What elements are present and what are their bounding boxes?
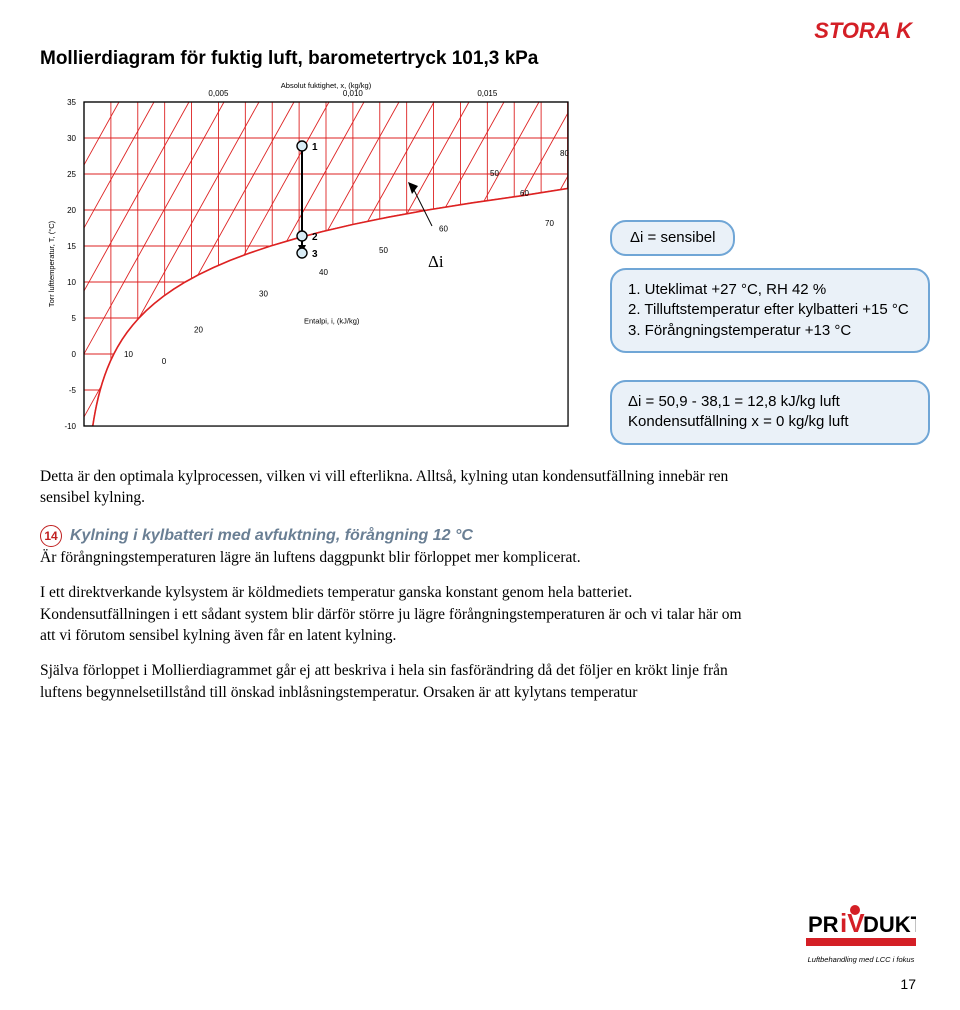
svg-text:10: 10 xyxy=(124,350,133,359)
svg-text:Torr lufttemperatur, T, (°C): Torr lufttemperatur, T, (°C) xyxy=(47,220,56,307)
paragraph: Är förångningstemperaturen lägre än luft… xyxy=(40,547,760,568)
svg-text:2: 2 xyxy=(312,232,318,243)
callout-list: 1. Uteklimat +27 °C, RH 42 % 2. Tillufts… xyxy=(610,268,930,353)
svg-text:-10: -10 xyxy=(64,422,76,431)
section-number-icon: 14 xyxy=(40,525,62,547)
callout-calc-line: Δi = 50,9 - 38,1 = 12,8 kJ/kg luft xyxy=(628,392,912,412)
callout-list-line: 3. Förångningstemperatur +13 °C xyxy=(628,321,912,341)
body-text: Detta är den optimala kylprocessen, vilk… xyxy=(40,466,760,703)
svg-text:1: 1 xyxy=(312,142,318,153)
svg-text:15: 15 xyxy=(67,242,76,251)
svg-text:60: 60 xyxy=(520,189,529,198)
svg-text:70: 70 xyxy=(545,219,554,228)
svg-text:0,005: 0,005 xyxy=(208,89,229,98)
svg-text:35: 35 xyxy=(67,98,76,107)
svg-text:3: 3 xyxy=(312,249,318,260)
section-heading: 14 Kylning i kylbatteri med avfuktning, … xyxy=(40,525,760,547)
logo-icon: PR iV DUKT xyxy=(806,898,916,948)
logo-subtitle: Luftbehandling med LCC i fokus xyxy=(806,955,916,964)
callout-list-line: 2. Tilluftstemperatur efter kylbatteri +… xyxy=(628,300,912,320)
svg-text:DUKT: DUKT xyxy=(863,912,916,937)
svg-text:-5: -5 xyxy=(69,386,77,395)
svg-text:40: 40 xyxy=(319,268,328,277)
page-number: 17 xyxy=(900,976,916,992)
svg-text:5: 5 xyxy=(72,314,77,323)
svg-text:60: 60 xyxy=(439,225,448,234)
logo: PR iV DUKT Luftbehandling med LCC i foku… xyxy=(806,898,916,964)
svg-text:Entalpi, i, (kJ/kg): Entalpi, i, (kJ/kg) xyxy=(304,317,360,326)
delta-i-label: Δi xyxy=(428,252,444,272)
svg-text:20: 20 xyxy=(194,325,203,334)
svg-text:25: 25 xyxy=(67,170,76,179)
callout-calc-line: Kondensutfällning x = 0 kg/kg luft xyxy=(628,412,912,432)
section-title-text: Kylning i kylbatteri med avfuktning, för… xyxy=(70,525,473,547)
callout-calc: Δi = 50,9 - 38,1 = 12,8 kJ/kg luft Konde… xyxy=(610,380,930,445)
svg-text:30: 30 xyxy=(259,289,268,298)
svg-text:0: 0 xyxy=(72,350,77,359)
callout-sensibel: Δi = sensibel xyxy=(610,220,735,256)
svg-text:0,015: 0,015 xyxy=(477,89,498,98)
svg-text:10: 10 xyxy=(67,278,76,287)
paragraph: Själva förloppet i Mollierdiagrammet går… xyxy=(40,660,760,703)
svg-text:PR: PR xyxy=(808,912,839,937)
paragraph: I ett direktverkande kylsystem är köldme… xyxy=(40,582,760,646)
brand-label: STORA K xyxy=(814,18,912,44)
svg-text:Absolut fuktighet, x, (kg/kg): Absolut fuktighet, x, (kg/kg) xyxy=(281,81,372,90)
svg-text:0,010: 0,010 xyxy=(343,89,364,98)
svg-text:iV: iV xyxy=(840,908,865,938)
svg-text:50: 50 xyxy=(379,246,388,255)
paragraph: Detta är den optimala kylprocessen, vilk… xyxy=(40,466,760,509)
svg-text:50: 50 xyxy=(490,169,499,178)
svg-text:20: 20 xyxy=(67,206,76,215)
mollier-chart: -10-505101520253035Torr lufttemperatur, … xyxy=(40,76,600,446)
callout-list-line: 1. Uteklimat +27 °C, RH 42 % xyxy=(628,280,912,300)
svg-text:30: 30 xyxy=(67,134,76,143)
svg-text:0: 0 xyxy=(162,357,167,366)
page-title: Mollierdiagram för fuktig luft, baromete… xyxy=(40,48,920,70)
